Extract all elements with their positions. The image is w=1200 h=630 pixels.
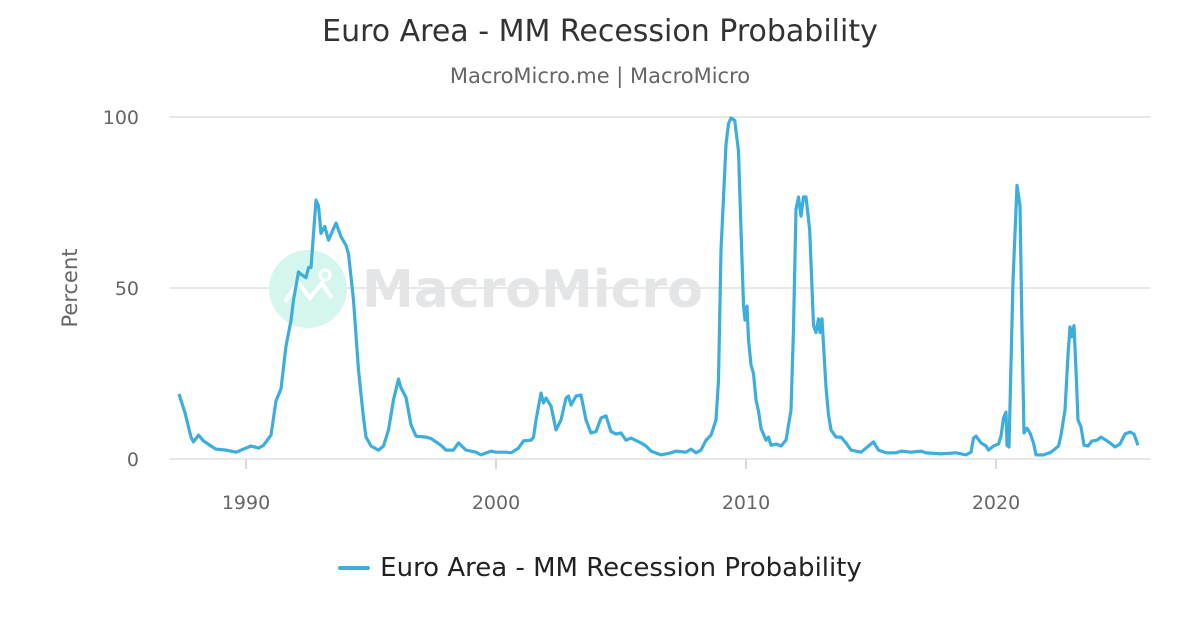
y-axis-label: Percent [58, 248, 82, 327]
watermark-chart-icon [283, 278, 334, 304]
x-tick-label: 1990 [222, 492, 270, 514]
x-tick-label: 2000 [472, 492, 520, 514]
y-axis: 0 50 100 [103, 107, 139, 471]
watermark-text: MacroMicro [362, 260, 703, 320]
legend[interactable]: Euro Area - MM Recession Probability [0, 553, 1200, 583]
y-tick-label: 0 [127, 449, 139, 471]
legend-swatch [338, 566, 371, 570]
watermark-circle-icon [269, 250, 347, 328]
x-tick-label: 2010 [722, 492, 770, 514]
series-line [177, 116, 1140, 457]
y-tick-label: 50 [115, 278, 139, 300]
chart-subtitle: MacroMicro.me | MacroMicro [449, 64, 751, 88]
chart-title: Euro Area - MM Recession Probability [322, 14, 878, 49]
x-tick-label: 2020 [972, 492, 1020, 514]
x-axis: 1990 2000 2010 2020 [222, 459, 1020, 514]
legend-label: Euro Area - MM Recession Probability [380, 553, 862, 583]
y-tick-label: 100 [103, 107, 139, 129]
watermark-logo: MacroMicro [269, 250, 703, 328]
